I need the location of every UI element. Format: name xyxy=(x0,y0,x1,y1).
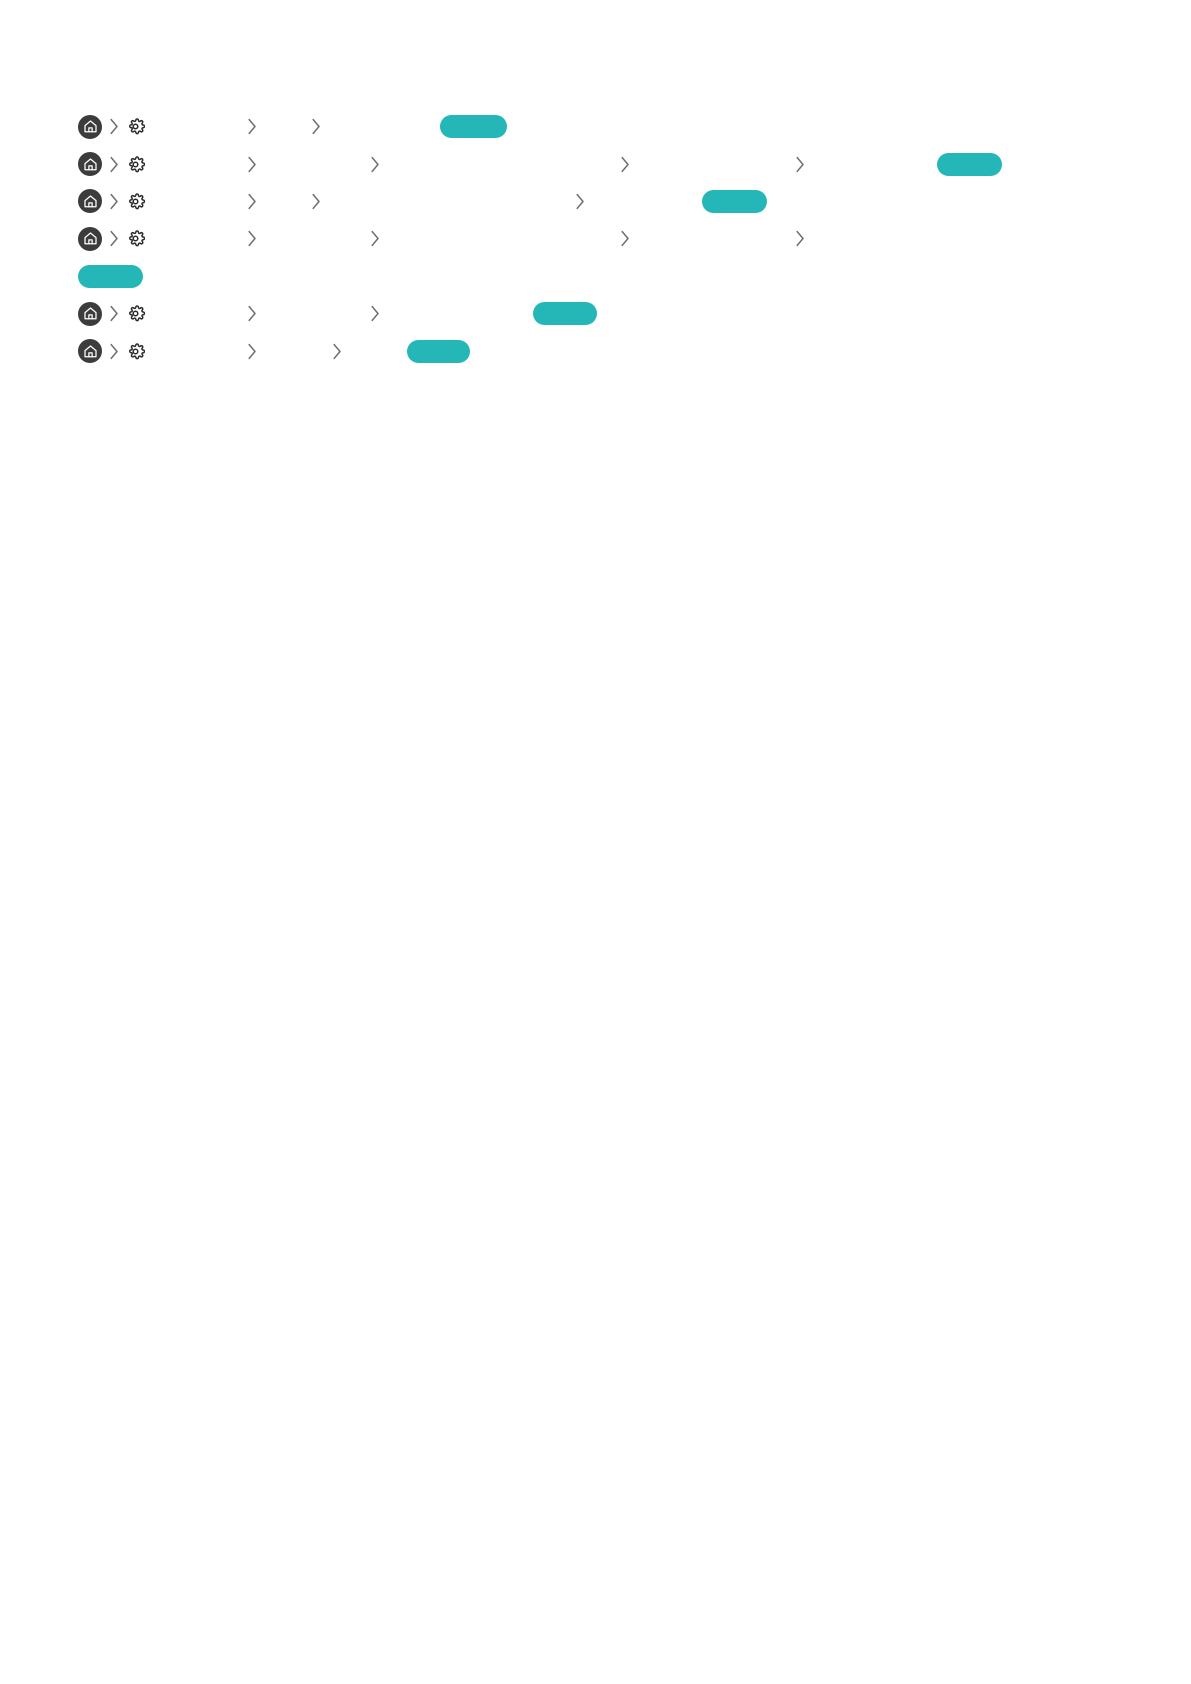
menu-path-highlight-pill[interactable] xyxy=(407,333,470,370)
chevron-right-icon xyxy=(619,155,630,173)
menu-path-separator xyxy=(246,183,257,220)
chevron-right-icon xyxy=(331,342,342,360)
home-icon xyxy=(78,152,102,177)
menu-path-row xyxy=(78,220,1108,295)
menu-path-separator xyxy=(331,333,342,370)
menu-path-separator xyxy=(619,145,630,182)
menu-path-separator xyxy=(369,145,380,182)
home-icon xyxy=(78,226,102,251)
chevron-right-icon xyxy=(108,118,119,136)
menu-path-highlight-pill[interactable] xyxy=(440,108,507,145)
menu-path-separator xyxy=(310,108,321,145)
chevron-right-icon xyxy=(369,155,380,173)
menu-path-separator xyxy=(108,145,119,182)
menu-path-separator xyxy=(108,295,119,332)
chevron-right-icon xyxy=(246,305,257,323)
menu-path-separator xyxy=(310,183,321,220)
menu-path-settings-icon[interactable] xyxy=(126,295,145,332)
menu-path-home-icon[interactable] xyxy=(78,333,102,370)
gear-icon xyxy=(126,155,145,174)
home-icon xyxy=(78,114,102,139)
chevron-right-icon xyxy=(310,192,321,210)
menu-path-separator xyxy=(108,220,119,257)
chevron-right-icon xyxy=(246,192,257,210)
chevron-right-icon xyxy=(108,305,119,323)
menu-path-settings-icon[interactable] xyxy=(126,108,145,145)
menu-path-separator xyxy=(794,145,805,182)
chevron-right-icon xyxy=(369,230,380,248)
menu-path-settings-icon[interactable] xyxy=(126,333,145,370)
menu-path-settings-icon[interactable] xyxy=(126,183,145,220)
highlight-pill xyxy=(407,339,470,363)
menu-path-list xyxy=(78,108,1108,370)
gear-icon xyxy=(126,304,145,323)
chevron-right-icon xyxy=(246,155,257,173)
menu-path-separator xyxy=(794,220,805,257)
menu-path-separator xyxy=(246,295,257,332)
home-icon xyxy=(78,339,102,364)
gear-icon xyxy=(126,117,145,136)
highlight-pill xyxy=(440,115,507,139)
gear-icon xyxy=(126,342,145,361)
home-icon xyxy=(78,301,102,326)
menu-path-settings-icon[interactable] xyxy=(126,145,145,182)
menu-path-separator xyxy=(246,145,257,182)
menu-path-separator xyxy=(369,220,380,257)
chevron-right-icon xyxy=(310,118,321,136)
highlight-pill xyxy=(937,152,1002,176)
gear-icon xyxy=(126,192,145,211)
chevron-right-icon xyxy=(574,192,585,210)
chevron-right-icon xyxy=(619,230,630,248)
highlight-pill xyxy=(533,302,597,326)
home-icon xyxy=(78,189,102,214)
menu-path-highlight-pill[interactable] xyxy=(937,145,1002,182)
menu-path-separator xyxy=(246,333,257,370)
chevron-right-icon xyxy=(108,230,119,248)
menu-path-row-continuation xyxy=(78,258,1108,295)
chevron-right-icon xyxy=(246,118,257,136)
menu-path-highlight-pill[interactable] xyxy=(78,258,143,295)
menu-path-highlight-pill[interactable] xyxy=(702,183,767,220)
chevron-right-icon xyxy=(794,230,805,248)
gear-icon xyxy=(126,229,145,248)
chevron-right-icon xyxy=(108,155,119,173)
chevron-right-icon xyxy=(108,342,119,360)
menu-path-row xyxy=(78,145,1108,182)
menu-path-separator xyxy=(108,108,119,145)
menu-path-home-icon[interactable] xyxy=(78,183,102,220)
chevron-right-icon xyxy=(794,155,805,173)
highlight-pill xyxy=(78,264,143,288)
chevron-right-icon xyxy=(246,342,257,360)
highlight-pill xyxy=(702,189,767,213)
menu-path-separator xyxy=(574,183,585,220)
menu-path-row xyxy=(78,183,1108,220)
menu-path-home-icon[interactable] xyxy=(78,145,102,182)
menu-path-separator xyxy=(246,220,257,257)
menu-path-row xyxy=(78,295,1108,332)
menu-path-separator xyxy=(108,183,119,220)
menu-path-row xyxy=(78,108,1108,145)
menu-path-separator xyxy=(246,108,257,145)
menu-path-separator xyxy=(108,333,119,370)
menu-path-home-icon[interactable] xyxy=(78,108,102,145)
chevron-right-icon xyxy=(108,192,119,210)
menu-path-home-icon[interactable] xyxy=(78,220,102,257)
menu-path-separator xyxy=(619,220,630,257)
chevron-right-icon xyxy=(246,230,257,248)
menu-path-highlight-pill[interactable] xyxy=(533,295,597,332)
chevron-right-icon xyxy=(369,305,380,323)
menu-path-home-icon[interactable] xyxy=(78,295,102,332)
menu-path-separator xyxy=(369,295,380,332)
menu-path-settings-icon[interactable] xyxy=(126,220,145,257)
menu-path-row xyxy=(78,333,1108,370)
